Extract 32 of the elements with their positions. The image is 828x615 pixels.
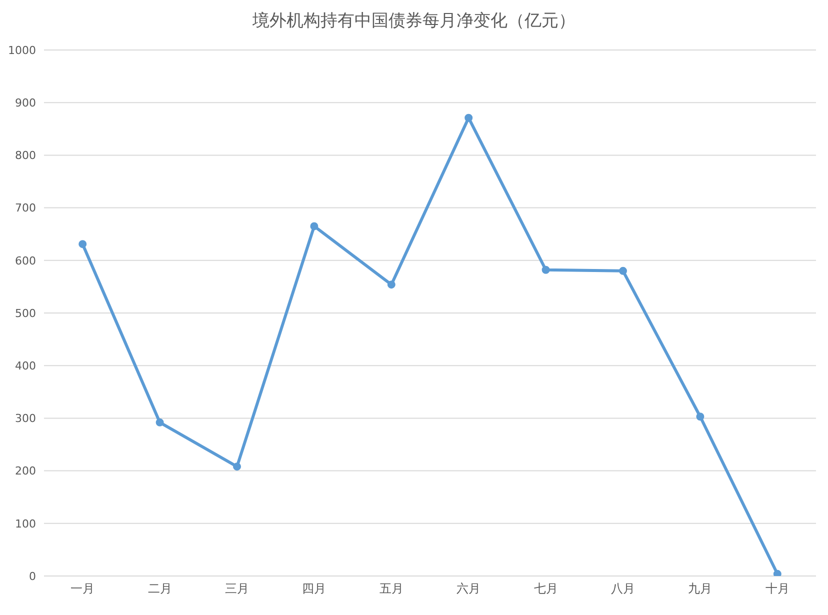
x-tick-label: 十月 xyxy=(765,582,790,596)
y-tick-label: 800 xyxy=(15,149,36,162)
x-tick-label: 五月 xyxy=(379,582,404,596)
x-tick-label: 三月 xyxy=(225,582,249,596)
x-tick-label: 七月 xyxy=(534,582,558,596)
point xyxy=(156,418,164,426)
y-tick-label: 500 xyxy=(15,306,36,320)
point xyxy=(696,412,704,421)
y-tick-label: 400 xyxy=(15,360,36,373)
x-tick-label: 一月 xyxy=(70,582,95,596)
y-tick-label: 700 xyxy=(15,202,36,215)
x-tick-label: 九月 xyxy=(688,582,712,596)
y-tick-label: 0 xyxy=(29,570,36,583)
x-tick-label: 六月 xyxy=(456,582,481,596)
point xyxy=(78,240,87,248)
point xyxy=(619,266,627,275)
point xyxy=(233,462,241,471)
y-tick-label: 900 xyxy=(15,96,36,110)
point xyxy=(310,222,318,230)
point xyxy=(464,114,473,122)
point xyxy=(387,280,396,289)
y-tick-label: 100 xyxy=(15,517,36,530)
x-tick-label: 四月 xyxy=(302,582,326,596)
point xyxy=(773,570,782,576)
y-tick-label: 300 xyxy=(15,412,36,426)
x-tick-label: 二月 xyxy=(148,582,172,596)
x-tick-label: 八月 xyxy=(611,582,635,596)
chart-title: 境外机构持有中国债券每月净变化（亿元） xyxy=(252,10,576,33)
y-tick-label: 200 xyxy=(15,464,36,478)
point xyxy=(542,266,550,274)
y-tick-label: 600 xyxy=(15,254,36,268)
y-tick-label: 1000 xyxy=(8,44,36,57)
